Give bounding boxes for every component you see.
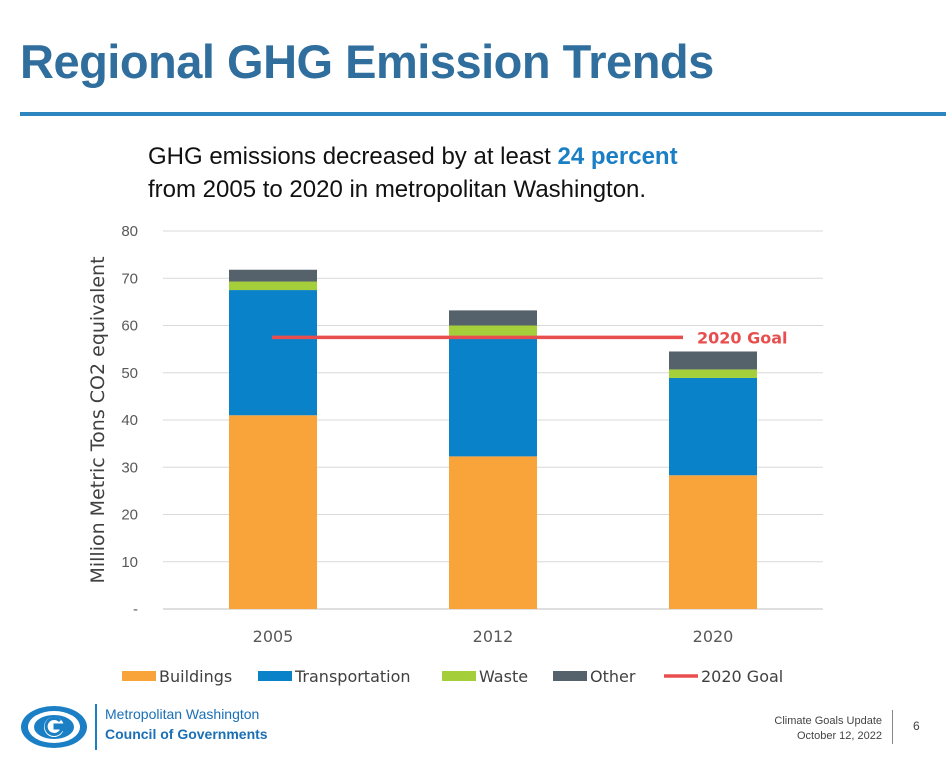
y-tick-label: 80 (121, 223, 138, 240)
legend-label: Buildings (159, 667, 232, 686)
goal-label: 2020 Goal (697, 328, 788, 347)
bar-other-2005 (229, 269, 317, 282)
footer-title: Climate Goals Update (774, 715, 882, 727)
subtitle-line-1: GHG emissions decreased by at least 24 p… (148, 140, 678, 173)
bar-waste-2012 (449, 325, 537, 336)
footer-date: October 12, 2022 (796, 730, 882, 742)
legend-label: 2020 Goal (701, 667, 783, 686)
y-axis-label: Million Metric Tons CO2 equivalent (87, 256, 109, 583)
y-tick-label: - (133, 601, 138, 618)
subtitle-line-2: from 2005 to 2020 in metropolitan Washin… (148, 176, 647, 203)
legend-label: Waste (479, 667, 528, 686)
y-tick-label: 20 (121, 507, 138, 524)
slide-subtitle: GHG emissions decreased by at least 24 p… (148, 140, 678, 206)
legend-swatch-transportation (258, 671, 292, 681)
bar-transportation-2005 (229, 290, 317, 416)
cog-logo-icon (21, 706, 87, 748)
title-rule (20, 112, 946, 116)
bar-other-2012 (449, 310, 537, 326)
page-number: 6 (913, 719, 920, 733)
emissions-chart: - 10 20 30 40 50 60 70 80 Million Metric Tons CO2… (87, 223, 823, 686)
slide-title: Regional GHG Emission Trends (20, 35, 714, 88)
bar-transportation-2012 (449, 335, 537, 457)
bar-other-2020 (669, 351, 757, 370)
org-name: Metropolitan Washington Council of Gover… (95, 704, 268, 750)
x-tick-label: 2012 (473, 627, 514, 646)
y-tick-label: 10 (121, 554, 138, 571)
subtitle-highlight: 24 percent (557, 143, 678, 170)
legend-swatch-waste (442, 671, 476, 681)
org-name-line-1: Metropolitan Washington (105, 706, 260, 722)
legend-swatch-buildings (122, 671, 156, 681)
y-tick-label: 60 (121, 318, 138, 335)
org-name-line-2: Council of Governments (105, 726, 268, 742)
y-tick-label: 40 (121, 412, 138, 429)
legend-label: Transportation (294, 667, 411, 686)
subtitle-text: GHG emissions decreased by at least (148, 143, 558, 170)
legend-swatch-other (553, 671, 587, 681)
x-tick-label: 2005 (253, 627, 294, 646)
bar-transportation-2020 (669, 377, 757, 476)
bar-buildings-2012 (449, 456, 537, 609)
x-tick-label: 2020 (693, 627, 734, 646)
bar-buildings-2020 (669, 475, 757, 609)
footer-info: Climate Goals Update October 12, 2022 (774, 714, 882, 744)
bar-waste-2005 (229, 281, 317, 291)
footer-divider (892, 710, 893, 744)
y-tick-label: 30 (121, 459, 138, 476)
bar-buildings-2005 (229, 415, 317, 609)
legend-label: Other (590, 667, 636, 686)
y-tick-label: 50 (121, 365, 138, 382)
y-tick-label: 70 (121, 270, 138, 287)
bar-waste-2020 (669, 369, 757, 378)
